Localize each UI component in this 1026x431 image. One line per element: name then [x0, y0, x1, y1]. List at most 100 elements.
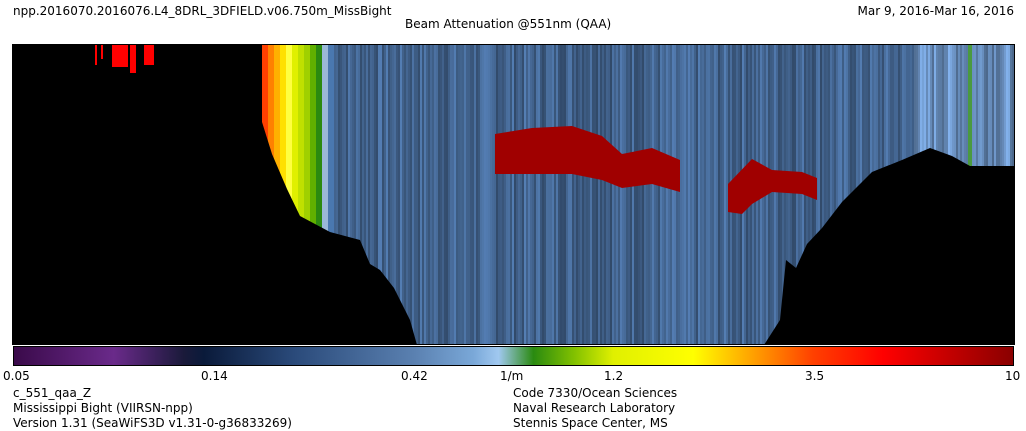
water-column: [356, 44, 358, 345]
water-column: [616, 44, 618, 345]
water-column: [592, 44, 594, 345]
water-column: [716, 44, 718, 345]
water-column: [306, 44, 308, 345]
section-plot: [12, 44, 1015, 345]
water-column: [784, 44, 786, 345]
water-column: [634, 44, 636, 345]
org-location: Stennis Space Center, MS: [513, 416, 668, 430]
water-column: [702, 44, 704, 345]
water-column: [654, 44, 656, 345]
water-column: [490, 44, 492, 345]
water-column: [308, 44, 310, 345]
water-column: [428, 44, 430, 345]
water-column: [794, 44, 796, 345]
water-column: [628, 44, 630, 345]
water-column: [790, 44, 792, 345]
surface-anomaly: [101, 45, 103, 59]
water-column: [438, 44, 440, 345]
water-column: [392, 44, 394, 345]
water-column: [660, 44, 662, 345]
water-column: [604, 44, 606, 345]
water-column: [456, 44, 458, 345]
water-column: [434, 44, 436, 345]
seafloor: [12, 44, 1015, 345]
water-column: [636, 44, 638, 345]
water-column: [328, 44, 330, 345]
water-column: [442, 44, 444, 345]
water-column: [574, 44, 576, 345]
water-column: [476, 44, 478, 345]
water-column: [530, 44, 532, 345]
water-column: [482, 44, 484, 345]
water-column: [830, 44, 832, 345]
water-column: [500, 44, 502, 345]
water-column: [800, 44, 802, 345]
water-column: [414, 44, 416, 345]
water-column: [396, 44, 398, 345]
water-column: [832, 44, 834, 345]
high-attenuation-layer-2: [728, 159, 817, 214]
variable-name: c_551_qaa_Z: [13, 386, 92, 400]
version-info: Version 1.31 (SeaWiFS3D v1.31-0-g3683326…: [13, 416, 292, 430]
water-column: [424, 44, 426, 345]
water-column: [498, 44, 500, 345]
water-column: [404, 44, 406, 345]
water-column: [436, 44, 438, 345]
water-column: [394, 44, 396, 345]
surface-anomaly: [95, 45, 97, 65]
water-column: [450, 44, 452, 345]
water-column: [838, 44, 840, 345]
water-column: [828, 44, 830, 345]
water-column: [834, 44, 836, 345]
water-column: [630, 44, 632, 345]
tick-label: 0.14: [201, 369, 228, 383]
water-column: [458, 44, 460, 345]
water-column: [648, 44, 650, 345]
water-column: [694, 44, 696, 345]
water-column: [416, 44, 418, 345]
tick-label: 10: [1005, 369, 1021, 383]
water-column: [298, 44, 300, 345]
water-column: [542, 44, 544, 345]
water-column: [398, 44, 400, 345]
water-column: [486, 44, 488, 345]
water-column: [350, 44, 352, 345]
water-column: [556, 44, 558, 345]
water-column: [566, 44, 568, 345]
water-column: [406, 44, 408, 345]
water-column: [692, 44, 694, 345]
water-column: [516, 44, 518, 345]
water-column: [718, 44, 720, 345]
water-column: [364, 44, 366, 345]
water-column: [642, 44, 644, 345]
water-column: [344, 44, 346, 345]
water-column: [400, 44, 402, 345]
water-column: [722, 44, 724, 345]
water-column: [310, 44, 312, 345]
water-column: [668, 44, 670, 345]
water-column: [842, 44, 844, 345]
water-column: [354, 44, 356, 345]
water-column: [342, 44, 344, 345]
water-column: [546, 44, 548, 345]
water-column: [462, 44, 464, 345]
water-column: [480, 44, 482, 345]
plot-border: [12, 44, 1015, 345]
water-column: [686, 44, 688, 345]
water-column: [596, 44, 598, 345]
water-column: [464, 44, 466, 345]
water-column: [540, 44, 542, 345]
water-column: [324, 44, 326, 345]
water-column: [706, 44, 708, 345]
water-column: [472, 44, 474, 345]
water-column: [580, 44, 582, 345]
water-column: [474, 44, 476, 345]
water-column: [326, 44, 328, 345]
water-column: [680, 44, 682, 345]
org-name: Naval Research Laboratory: [513, 401, 676, 415]
water-column: [662, 44, 664, 345]
water-column: [826, 44, 828, 345]
water-column: [320, 44, 322, 345]
water-column: [534, 44, 536, 345]
water-column: [346, 44, 348, 345]
